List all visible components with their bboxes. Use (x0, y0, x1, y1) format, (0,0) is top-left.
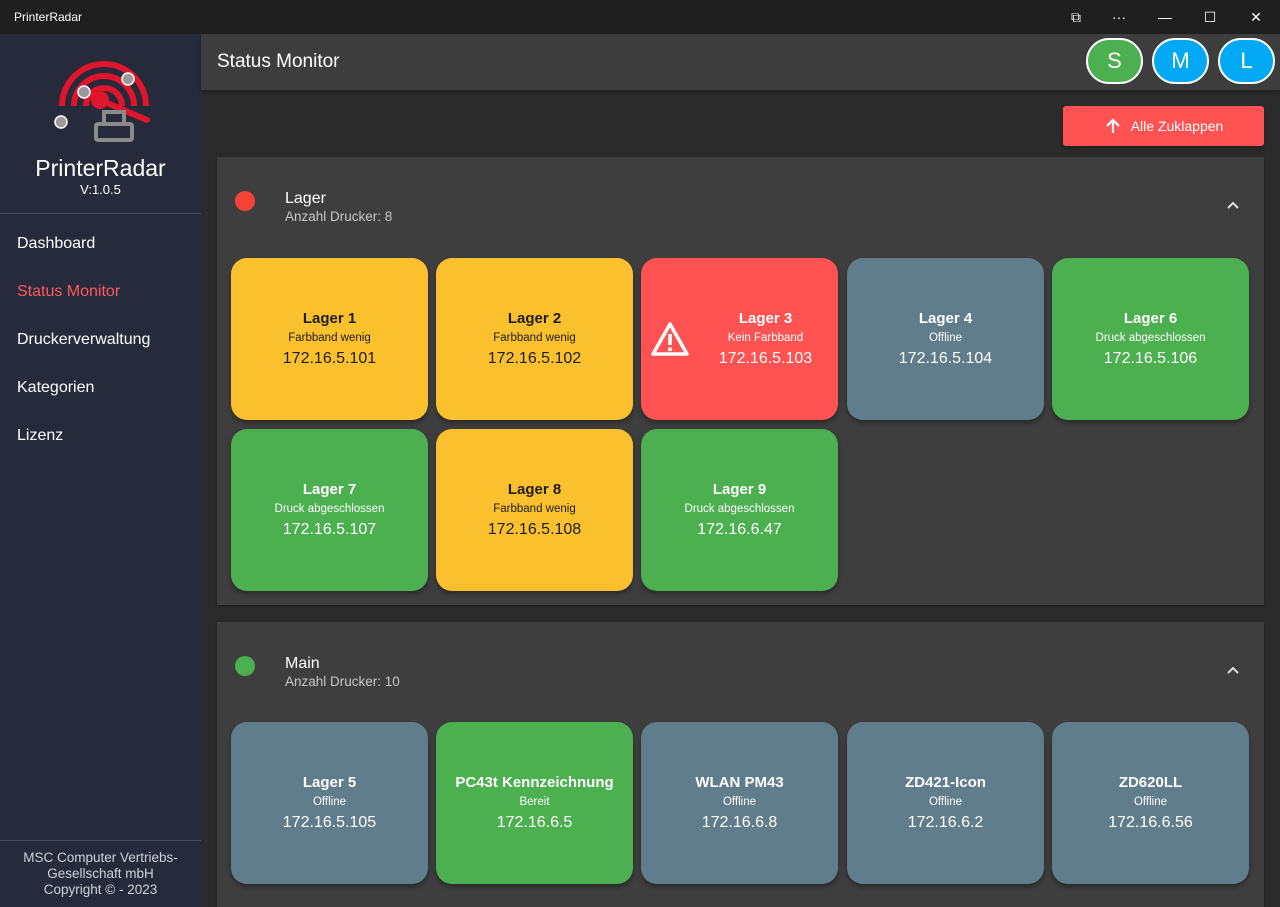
printer-card-lager-5[interactable]: Lager 5 Offline 172.16.5.105 (231, 722, 428, 884)
printer-status: Druck abgeschlossen (684, 503, 795, 515)
printer-ip: 172.16.6.47 (697, 521, 782, 538)
arrow-up-icon (1104, 117, 1122, 135)
printer-card-lager-2[interactable]: Lager 2 Farbband wenig 172.16.5.102 (436, 258, 633, 420)
printer-name: Lager 2 (507, 310, 562, 327)
printer-ip: 172.16.5.101 (282, 350, 377, 367)
printer-name: Lager 8 (507, 481, 562, 498)
group-name: Lager (285, 190, 326, 207)
printer-card-lager-4[interactable]: Lager 4 Offline 172.16.5.104 (847, 258, 1044, 420)
group-status-dot (235, 191, 255, 211)
printer-ip: 172.16.5.107 (282, 521, 377, 538)
printer-name: Lager 6 (1123, 310, 1178, 327)
group-panel-main: Main Anzahl Drucker: 10 Lager 5 Offline … (217, 622, 1264, 907)
sidebar-nav: Dashboard Status Monitor Druckerverwaltu… (0, 220, 201, 460)
group-name: Main (285, 655, 320, 672)
printer-status: Farbband wenig (493, 503, 576, 515)
printer-name: WLAN PM43 (695, 774, 784, 791)
maximize-button[interactable]: ☐ (1203, 8, 1217, 25)
chevron-up-icon[interactable] (1221, 658, 1245, 682)
printerradar-logo (48, 48, 152, 152)
size-large-button[interactable]: L (1218, 38, 1275, 84)
sidebar-footer: MSC Computer Vertriebs- Gesellschaft mbH… (0, 850, 201, 898)
sidebar-divider (0, 213, 201, 214)
size-small-button[interactable]: S (1086, 38, 1143, 84)
printer-card-lager-1[interactable]: Lager 1 Farbband wenig 172.16.5.101 (231, 258, 428, 420)
group-count: Anzahl Drucker: 10 (285, 674, 400, 689)
printer-ip: 172.16.6.5 (496, 814, 573, 831)
chevron-up-icon[interactable] (1221, 193, 1245, 217)
nav-item-status-monitor[interactable]: Status Monitor (17, 283, 121, 300)
page-header: Status Monitor S M L (201, 34, 1280, 90)
printer-card-zd421[interactable]: ZD421-Icon Offline 172.16.6.2 (847, 722, 1044, 884)
size-medium-button[interactable]: M (1152, 38, 1209, 84)
nav-item-druckerverwaltung[interactable]: Druckerverwaltung (17, 331, 151, 348)
printer-card-zd620ll[interactable]: ZD620LL Offline 172.16.6.56 (1052, 722, 1249, 884)
version-label: V:1.0.5 (80, 182, 121, 197)
printer-card-lager-3[interactable]: Lager 3 Kein Farbband 172.16.5.103 (641, 258, 838, 420)
printer-name: Lager 9 (712, 481, 767, 498)
printer-status: Offline (1133, 796, 1168, 808)
cast-icon[interactable]: ⧉ (1071, 8, 1081, 25)
printer-name: Lager 7 (302, 481, 357, 498)
printer-name: Lager 3 (738, 310, 793, 327)
printer-name: PC43t Kennzeichnung (455, 774, 614, 791)
nav-item-kategorien[interactable]: Kategorien (17, 379, 95, 396)
printer-status: Offline (928, 332, 963, 344)
printer-status: Kein Farbband (727, 332, 804, 344)
group-count: Anzahl Drucker: 8 (285, 209, 393, 224)
printer-ip: 172.16.5.108 (487, 521, 582, 538)
printer-status: Druck abgeschlossen (274, 503, 385, 515)
printer-ip: 172.16.6.56 (1108, 814, 1193, 831)
printer-card-lager-9[interactable]: Lager 9 Druck abgeschlossen 172.16.6.47 (641, 429, 838, 591)
main-content: Status Monitor S M L Alle Zuklappen Lage… (201, 34, 1280, 907)
printer-ip: 172.16.5.102 (487, 350, 582, 367)
footer-divider (0, 840, 201, 841)
nav-item-dashboard[interactable]: Dashboard (17, 235, 96, 252)
collapse-all-label: Alle Zuklappen (1130, 118, 1224, 134)
printer-ip: 172.16.5.105 (282, 814, 377, 831)
printer-card-lager-7[interactable]: Lager 7 Druck abgeschlossen 172.16.5.107 (231, 429, 428, 591)
printer-ip: 172.16.6.8 (701, 814, 778, 831)
printer-status: Farbband wenig (288, 332, 371, 344)
printer-card-lager-6[interactable]: Lager 6 Druck abgeschlossen 172.16.5.106 (1052, 258, 1249, 420)
printer-name: Lager 4 (918, 310, 973, 327)
printer-card-pc43t[interactable]: PC43t Kennzeichnung Bereit 172.16.6.5 (436, 722, 633, 884)
footer-company-line2: Gesellschaft mbH (47, 866, 154, 881)
minimize-button[interactable]: — (1158, 9, 1172, 25)
more-options-icon[interactable]: ··· (1112, 9, 1126, 25)
printer-ip: 172.16.5.103 (718, 350, 813, 367)
printer-ip: 172.16.5.104 (898, 350, 993, 367)
printer-name: Lager 1 (302, 310, 357, 327)
sidebar: PrinterRadar V:1.0.5 Dashboard Status Mo… (0, 34, 201, 907)
printer-status: Offline (312, 796, 347, 808)
nav-item-lizenz[interactable]: Lizenz (17, 427, 64, 444)
page-title: Status Monitor (217, 51, 340, 72)
close-button[interactable]: ✕ (1250, 8, 1262, 25)
window-titlebar: PrinterRadar ⧉ ··· — ☐ ✕ (0, 0, 1280, 34)
group-status-dot (235, 656, 255, 676)
printer-status: Druck abgeschlossen (1095, 332, 1206, 344)
printer-card-wlan-pm43[interactable]: WLAN PM43 Offline 172.16.6.8 (641, 722, 838, 884)
printer-ip: 172.16.6.2 (907, 814, 984, 831)
brand-name: PrinterRadar (35, 155, 166, 181)
printer-name: ZD620LL (1118, 774, 1183, 791)
printer-name: ZD421-Icon (905, 774, 986, 791)
printer-ip: 172.16.5.106 (1103, 350, 1198, 367)
printer-status: Offline (722, 796, 757, 808)
printer-name: Lager 5 (302, 774, 357, 791)
collapse-all-button[interactable]: Alle Zuklappen (1063, 106, 1264, 146)
warning-icon (649, 320, 691, 358)
group-panel-lager: Lager Anzahl Drucker: 8 Lager 1 Farbband… (217, 157, 1264, 605)
printer-status: Offline (928, 796, 963, 808)
footer-company-line1: MSC Computer Vertriebs- (23, 850, 178, 865)
printer-status: Bereit (519, 796, 550, 808)
printer-status: Farbband wenig (493, 332, 576, 344)
window-title: PrinterRadar (14, 10, 83, 24)
printer-card-lager-8[interactable]: Lager 8 Farbband wenig 172.16.5.108 (436, 429, 633, 591)
footer-copyright: Copyright © - 2023 (43, 882, 158, 897)
